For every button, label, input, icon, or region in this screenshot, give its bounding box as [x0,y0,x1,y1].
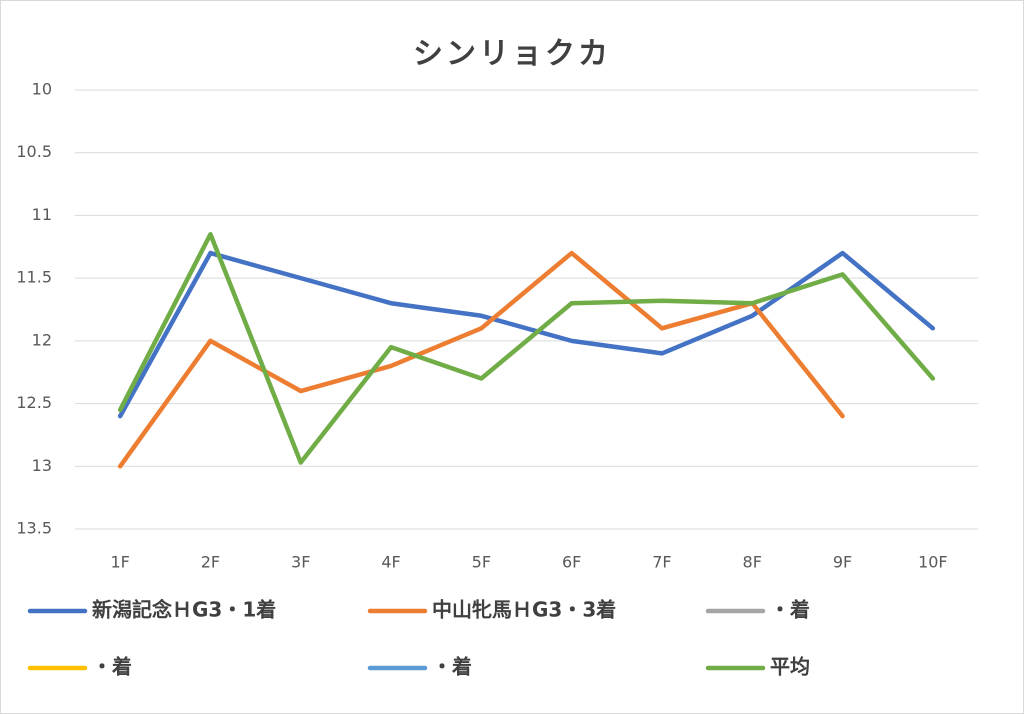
legend-label: ・着 [770,598,810,622]
chart-title: シンリョクカ [413,37,611,72]
y-tick-label: 12.5 [16,393,52,412]
y-tick-label: 11.5 [16,268,52,287]
x-tick-label: 2F [201,553,220,572]
x-tick-label: 8F [743,553,762,572]
y-tick-label: 13.5 [16,519,52,538]
legend-label: 新潟記念ＨG3・1着 [92,598,276,622]
y-tick-label: 10.5 [16,142,52,161]
x-tick-label: 7F [652,553,671,572]
x-tick-label: 3F [291,553,310,572]
series-line [117,231,936,465]
series-line [117,250,845,469]
x-tick-label: 4F [381,553,400,572]
y-tick-label: 11 [32,205,52,224]
legend-label: ・着 [92,655,132,679]
legend-label: 平均 [770,655,810,679]
x-tick-label: 5F [472,553,491,572]
x-tick-label: 6F [562,553,581,572]
x-tick-label: 10F [918,553,948,572]
y-tick-label: 10 [32,80,52,99]
legend-label: 中山牝馬ＨG3・3着 [432,598,616,622]
x-tick-label: 9F [833,553,852,572]
legend-label: ・着 [432,655,472,679]
y-tick-label: 12 [32,330,52,349]
series-line [117,250,936,419]
y-tick-label: 13 [32,456,52,475]
x-tick-label: 1F [110,553,129,572]
